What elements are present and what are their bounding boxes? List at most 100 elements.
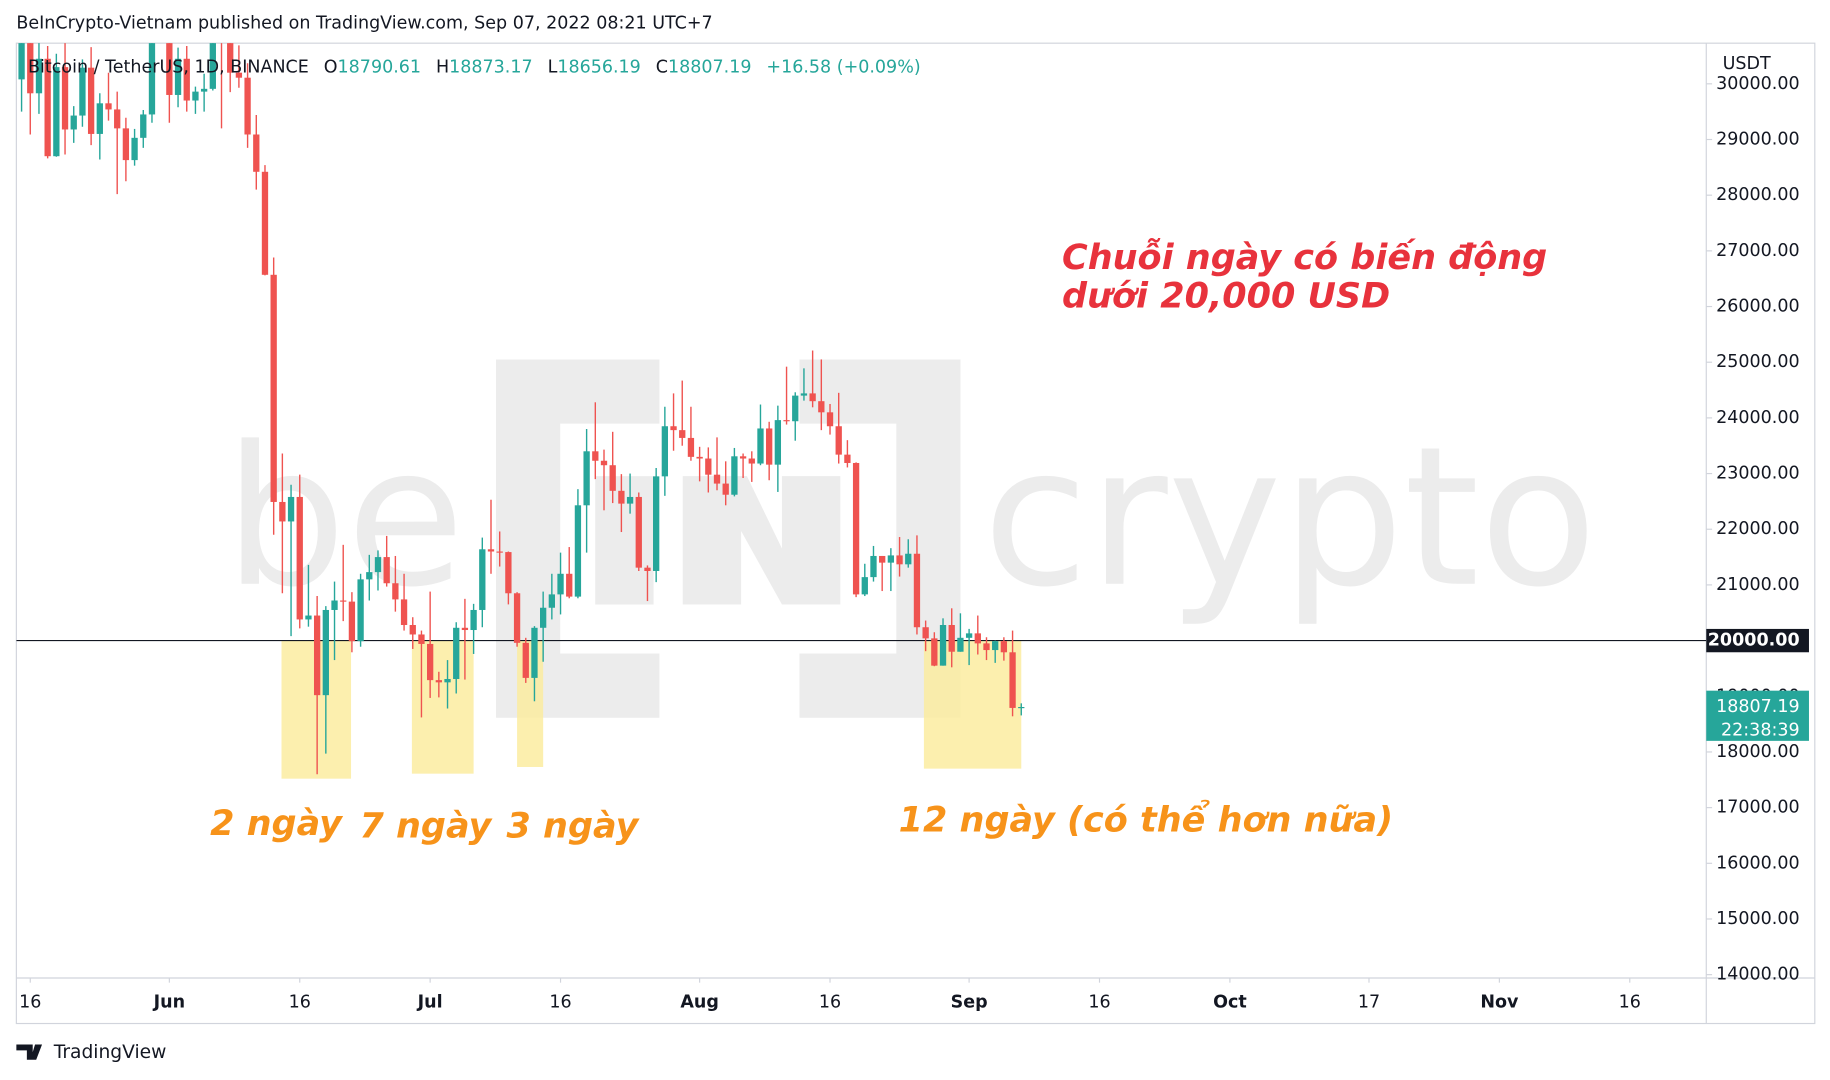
- candle-body: [435, 680, 442, 683]
- y-tick-label: 18000.00: [1716, 742, 1800, 762]
- legend: Bitcoin / TetherUS, 1D, BINANCE O18790.6…: [28, 58, 921, 78]
- x-tick-label: 16: [819, 993, 841, 1013]
- candle-body: [574, 505, 582, 597]
- y-tick-label: 26000.00: [1716, 297, 1800, 317]
- open-value: 18790.61: [338, 58, 422, 78]
- footer-logo: TradingView: [16, 1042, 166, 1063]
- low-value: 18656.19: [557, 58, 641, 78]
- candle-body: [992, 641, 999, 651]
- header: BeInCrypto-Vietnam published on TradingV…: [16, 13, 712, 33]
- candle-body: [809, 393, 816, 402]
- ohlc-label: L: [548, 58, 558, 78]
- highlight-box: [411, 640, 474, 774]
- candle-body: [392, 583, 399, 600]
- candle-body: [609, 465, 616, 491]
- candle-body: [313, 615, 321, 696]
- y-tick-label: 15000.00: [1716, 909, 1800, 929]
- candle-body: [722, 483, 729, 495]
- candle-body: [505, 552, 512, 594]
- candle-body: [453, 627, 460, 680]
- candle-body: [626, 496, 634, 504]
- candle-body: [183, 58, 190, 101]
- x-tick-label: 16: [1619, 993, 1641, 1013]
- candle-body: [600, 460, 608, 466]
- candle-body: [192, 91, 199, 101]
- high-value: 18873.17: [449, 58, 533, 78]
- candle-body: [670, 426, 677, 431]
- candle-body: [557, 573, 564, 595]
- highlight-box: [923, 640, 1022, 769]
- candle-body: [383, 557, 390, 584]
- x-tick-label: 16: [289, 993, 311, 1013]
- annotation: dưới 20,000 USD: [1062, 277, 1390, 317]
- candle-body: [418, 634, 425, 644]
- candle-body: [35, 58, 43, 94]
- candle-body: [1000, 641, 1008, 653]
- candle-body: [366, 572, 373, 580]
- candle-body: [618, 490, 625, 504]
- y-tick-label: 21000.00: [1716, 575, 1800, 595]
- candle-body: [844, 454, 851, 463]
- candle-body: [766, 428, 773, 465]
- x-tick-label: 16: [1088, 993, 1110, 1013]
- candle-body: [18, 43, 25, 80]
- candle-body: [287, 496, 295, 522]
- y-tick-label: 17000.00: [1716, 798, 1800, 818]
- candle-body: [566, 573, 573, 597]
- y-tick-label: 29000.00: [1716, 130, 1800, 150]
- candle-body: [479, 549, 486, 610]
- candle-body: [340, 600, 347, 602]
- y-tick-label: 28000.00: [1716, 185, 1800, 205]
- x-tick-label: 16: [19, 993, 41, 1013]
- x-tick-label: Jun: [153, 993, 185, 1013]
- candle-body: [131, 137, 138, 161]
- last-price-label: 18807.19: [1716, 697, 1800, 717]
- candle-body: [174, 58, 182, 95]
- candle-body: [887, 555, 895, 563]
- candle-body: [331, 600, 338, 610]
- candle-body: [166, 43, 173, 95]
- candle-body: [792, 395, 799, 422]
- candle-body: [905, 553, 912, 565]
- x-tick-label: Aug: [680, 993, 719, 1013]
- annotation: 3 ngày: [507, 806, 641, 846]
- candle-body: [1018, 707, 1025, 709]
- logo-n: [682, 476, 841, 605]
- candle-body: [548, 594, 555, 608]
- y-tick-label: 24000.00: [1716, 408, 1800, 428]
- currency: USDT: [1723, 54, 1771, 74]
- candle-body: [731, 456, 738, 495]
- candle-body: [583, 451, 590, 506]
- y-tick-label: 27000.00: [1716, 241, 1800, 261]
- ohlc-label: C: [656, 58, 668, 78]
- candle-body: [644, 567, 651, 571]
- candle-body: [470, 609, 477, 631]
- candle-body: [513, 593, 521, 643]
- y-tick-label: 14000.00: [1716, 965, 1800, 985]
- candle-body: [79, 67, 86, 116]
- tv-logo: [16, 1044, 43, 1060]
- x-tick-label: Sep: [951, 993, 988, 1013]
- axes: 14000.00 15000.00 16000.00 17000.00 18000.00…: [19, 74, 1809, 1013]
- candle-body: [687, 437, 695, 457]
- candle-body: [305, 615, 312, 620]
- candle-body: [931, 638, 938, 666]
- x-tick-label: Jul: [417, 993, 443, 1013]
- last-price-bg: [1706, 690, 1809, 741]
- candle-body: [757, 428, 764, 464]
- annotation: 7 ngày: [359, 806, 493, 846]
- footer: TradingView: [53, 1042, 167, 1063]
- candle-body: [922, 627, 929, 639]
- x-tick-label: 16: [549, 993, 571, 1013]
- candle-body: [61, 67, 69, 130]
- candle-body: [653, 476, 660, 571]
- candle-body: [965, 633, 973, 638]
- candle-body: [592, 451, 599, 461]
- candle-body: [200, 88, 208, 92]
- candle-body: [461, 627, 469, 631]
- candle-body: [114, 109, 121, 129]
- candle-body: [87, 67, 95, 134]
- candle-body: [879, 555, 886, 563]
- candle-body: [27, 43, 34, 94]
